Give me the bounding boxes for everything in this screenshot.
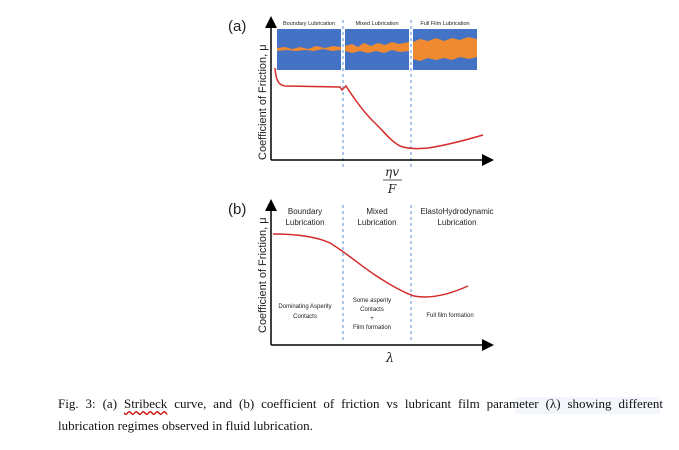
figure-caption: Fig. 3: (a) Stribeck curve, and (b) coef…	[58, 393, 663, 437]
panel-b-note-mixed-2: Contacts	[360, 307, 384, 313]
watermark-overlay	[515, 397, 660, 414]
panel-b-y-axis-label: Coefficient of Friction, μ	[257, 217, 269, 333]
panel-b-regime-mixed-line2: Lubrication	[357, 218, 396, 227]
panel-b-friction-curve	[272, 233, 469, 298]
panel-a-regime-full-film: Full Film Lubrication	[420, 21, 469, 27]
film-mixed	[345, 42, 409, 53]
panel-b-regime-ehl-line1: ElastoHydrodynamic	[420, 207, 493, 216]
panel-b-note-boundary-2: Contacts	[293, 314, 317, 320]
panel-b-regime-boundary-line2: Lubrication	[285, 218, 324, 227]
panel-b-note-boundary-1: Dominating Asperity	[278, 304, 331, 310]
panel-a-label: (a)	[228, 18, 246, 35]
panel-a-stribeck-curve	[274, 67, 484, 150]
panel-b-note-mixed-3: +	[370, 316, 374, 322]
figure: (a) Coefficient of Friction, μ Boundary …	[228, 16, 494, 366]
panel-a-x-label-denominator: F	[387, 182, 397, 196]
panel-b-regime-mixed-line1: Mixed	[366, 207, 387, 216]
panel-b-x-label: λ	[385, 351, 394, 366]
film-full	[413, 37, 477, 61]
caption-part-1: Fig. 3: (a)	[58, 396, 124, 411]
panel-b-note-mixed-4: Film formation	[353, 325, 391, 331]
caption-part-2: curve, and (b) coefficient of friction v…	[58, 396, 663, 433]
panel-a-x-label-numerator: ηv	[385, 165, 399, 179]
panel-b-note-mixed-1: Some asperity	[353, 298, 391, 304]
panel-b-regime-boundary-line1: Boundary	[288, 207, 322, 216]
panel-b-note-ehl: Full film formation	[426, 313, 473, 319]
panel-a-regime-boundary: Boundary Lubrication	[283, 21, 335, 27]
film-boundary	[277, 46, 341, 51]
caption-keyword: Stribeck	[123, 396, 168, 411]
panel-b-regime-ehl-line2: Lubrication	[437, 218, 476, 227]
panel-a-regime-mixed: Mixed Lubrication	[355, 21, 398, 27]
panel-a-y-axis-label: Coefficient of Friction, μ	[257, 44, 269, 160]
panel-b-label: (b)	[228, 201, 246, 218]
